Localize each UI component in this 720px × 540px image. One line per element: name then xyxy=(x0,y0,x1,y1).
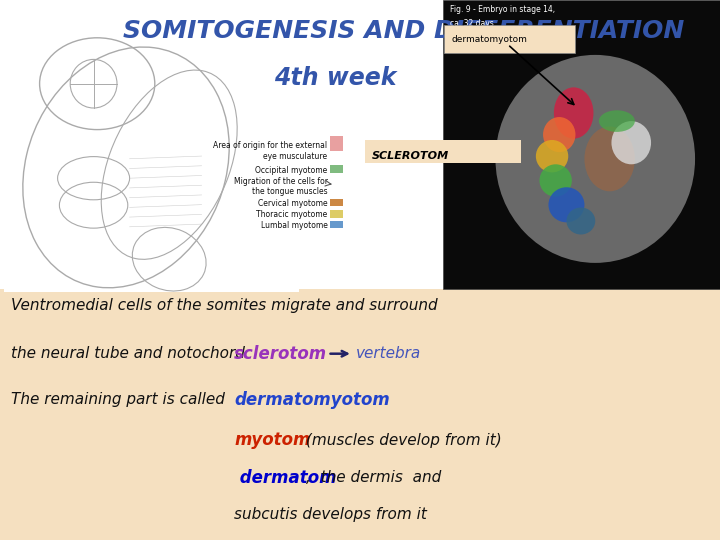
FancyBboxPatch shape xyxy=(365,140,521,164)
Text: Thoracic myotome: Thoracic myotome xyxy=(256,211,328,219)
Text: ca. 32 days: ca. 32 days xyxy=(450,19,494,28)
Text: SOMITOGENESIS AND DIFFERENTIATION: SOMITOGENESIS AND DIFFERENTIATION xyxy=(122,19,684,43)
Ellipse shape xyxy=(549,187,585,222)
Ellipse shape xyxy=(536,140,568,172)
Text: vertebra: vertebra xyxy=(356,346,422,361)
Text: The remaining part is called: The remaining part is called xyxy=(11,392,225,407)
Text: (muscles develop from it): (muscles develop from it) xyxy=(301,433,502,448)
Bar xyxy=(330,221,343,228)
Text: eye musculature: eye musculature xyxy=(264,152,328,161)
Text: sclerotom: sclerotom xyxy=(234,345,327,363)
Ellipse shape xyxy=(567,207,595,234)
Ellipse shape xyxy=(539,164,572,197)
Text: dermatom: dermatom xyxy=(234,469,336,487)
Text: Lumbal myotome: Lumbal myotome xyxy=(261,221,328,230)
Text: ,  the dermis  and: , the dermis and xyxy=(306,470,441,485)
Bar xyxy=(330,165,343,173)
Bar xyxy=(330,210,343,218)
Ellipse shape xyxy=(599,110,635,132)
Text: Occipital myotome: Occipital myotome xyxy=(256,166,328,174)
Bar xyxy=(4,0,299,292)
Bar xyxy=(0,289,720,540)
Text: Ventromedial cells of the somites migrate and surround: Ventromedial cells of the somites migrat… xyxy=(11,298,438,313)
Text: Fig. 9 - Embryo in stage 14,: Fig. 9 - Embryo in stage 14, xyxy=(450,5,555,15)
Ellipse shape xyxy=(554,87,593,139)
Ellipse shape xyxy=(611,121,651,164)
Ellipse shape xyxy=(585,126,635,191)
Ellipse shape xyxy=(495,55,695,263)
Text: dermatomyotom: dermatomyotom xyxy=(451,35,527,44)
Text: Migration of the cells for: Migration of the cells for xyxy=(233,178,328,186)
Text: the neural tube and notochord: the neural tube and notochord xyxy=(11,346,245,361)
Ellipse shape xyxy=(543,117,575,152)
Bar xyxy=(330,199,343,206)
Bar xyxy=(330,136,343,151)
Text: dermatomyotom: dermatomyotom xyxy=(234,390,390,409)
Bar xyxy=(443,0,720,289)
Text: Cervical myotome: Cervical myotome xyxy=(258,199,328,208)
Text: Area of origin for the external: Area of origin for the external xyxy=(213,141,328,150)
Text: 4th week: 4th week xyxy=(274,66,396,90)
Text: the tongue muscles: the tongue muscles xyxy=(252,187,328,196)
Text: myotom: myotom xyxy=(234,431,310,449)
Text: subcutis develops from it: subcutis develops from it xyxy=(234,507,427,522)
FancyBboxPatch shape xyxy=(444,25,575,53)
Text: SCLEROTOM: SCLEROTOM xyxy=(372,151,449,161)
